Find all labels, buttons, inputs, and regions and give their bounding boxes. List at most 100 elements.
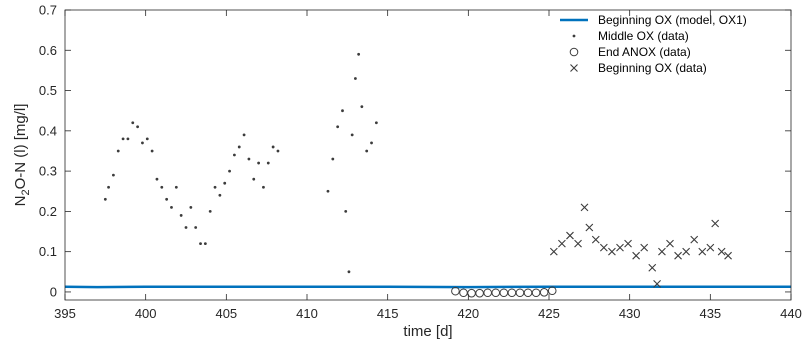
middle-ox-point — [165, 197, 169, 201]
beginning-ox-point — [632, 251, 641, 260]
middle-ox-point — [242, 133, 246, 137]
beginning-ox-point — [690, 235, 699, 244]
legend-cross-marker — [570, 64, 578, 72]
end-anox-point — [467, 288, 476, 298]
middle-ox-point — [112, 173, 115, 177]
beginning-ox-point — [724, 251, 732, 260]
y-tick-label: 0.7 — [39, 3, 57, 18]
end-anox-point — [483, 288, 492, 298]
legend: Beginning OX (model, OX1) Middle OX (data… — [560, 13, 747, 75]
middle-ox-point — [357, 52, 361, 56]
legend-dot-marker — [572, 34, 576, 38]
beginning-ox-point — [585, 223, 594, 232]
middle-ox-point — [257, 161, 260, 165]
beginning-ox-point — [549, 247, 558, 256]
beginning-ox-point — [666, 239, 674, 248]
end-anox-point — [547, 286, 557, 296]
middle-ox-point — [370, 141, 373, 145]
y-tick-label: 0.4 — [39, 123, 57, 138]
x-axis-label: time [d] — [403, 323, 452, 340]
beginning-ox-point — [566, 231, 574, 240]
end-anox-point — [459, 288, 468, 298]
beginning-ox-point — [640, 243, 649, 252]
middle-ox-point — [247, 157, 251, 161]
middle-ox-point — [228, 169, 231, 173]
middle-ox-point — [374, 121, 378, 125]
beginning-ox-point — [648, 263, 657, 272]
middle-ox-point — [233, 153, 236, 157]
x-tick-label: 435 — [699, 306, 721, 321]
middle-ox-point — [347, 270, 351, 274]
end-anox-point — [531, 288, 541, 298]
axes: 395 400 405 410 415 420 425 430 435 440 0 0.1 0.2 0.3… — [12, 3, 802, 341]
middle-ox-point — [350, 133, 354, 137]
x-tick-label: 410 — [296, 306, 318, 321]
middle-ox-point — [126, 137, 130, 141]
beginning-ox-point — [658, 247, 666, 256]
beginning-ox-point — [717, 247, 726, 256]
x-tick-label: 395 — [54, 306, 76, 321]
y-tick-label: 0.5 — [39, 83, 57, 98]
middle-ox-point — [145, 137, 149, 141]
middle-ox-point — [360, 105, 364, 109]
y-axis-label-main: N — [12, 196, 29, 207]
middle-ox-point — [170, 205, 173, 209]
y-tick-label: 0.6 — [39, 43, 57, 58]
y-tick-label: 0 — [50, 284, 57, 299]
x-tick-label: 405 — [215, 306, 237, 321]
beginning-ox-point — [624, 239, 632, 248]
y-axis-label-sub: 2 — [20, 189, 32, 195]
beginning-ox-point — [711, 219, 720, 228]
end-anox-point — [523, 288, 533, 298]
beginning-ox-point — [674, 251, 682, 260]
middle-ox-point — [141, 141, 144, 145]
plot-area — [65, 52, 791, 298]
x-tick-label: 420 — [457, 306, 479, 321]
middle-ox-point — [131, 121, 135, 125]
y-axis-label: N2O-N (l) [mg/l] — [12, 104, 32, 207]
plot-content — [65, 52, 791, 298]
middle-ox-point — [174, 185, 178, 189]
middle-ox-point — [365, 149, 369, 153]
end-anox-point — [499, 288, 509, 298]
x-tick-label: 430 — [619, 306, 641, 321]
y-tick-label: 0.2 — [39, 204, 57, 219]
middle-ox-point — [344, 209, 348, 213]
beginning-ox-point — [616, 243, 624, 252]
middle-ox-point — [336, 125, 340, 129]
middle-ox-point — [179, 214, 183, 217]
beginning-ox-point — [599, 243, 608, 252]
legend-circle-marker — [569, 47, 579, 57]
y-tick-label: 0.1 — [39, 244, 57, 259]
middle-ox-point — [150, 149, 154, 153]
middle-ox-point — [262, 185, 265, 189]
x-tick-label: 440 — [780, 306, 802, 321]
middle-ox-point — [331, 157, 335, 161]
legend-label: Beginning OX (model, OX1) — [598, 13, 747, 27]
beginning-ox-point — [574, 239, 582, 248]
middle-ox-point — [160, 185, 164, 189]
legend-label: Middle OX (data) — [598, 29, 689, 43]
middle-ox-point — [194, 226, 198, 229]
beginning-ox-point — [682, 247, 691, 256]
middle-ox-point — [116, 149, 120, 153]
beginning-ox-point — [558, 239, 566, 248]
legend-label: Beginning OX (data) — [598, 61, 707, 75]
beginning-ox-point — [580, 203, 589, 212]
beginning-ox-point — [706, 243, 715, 252]
x-tick-label: 415 — [377, 306, 399, 321]
middle-ox-point — [136, 125, 140, 129]
y-tick-label: 0.3 — [39, 164, 57, 179]
middle-ox-point — [276, 149, 280, 153]
beginning-ox-point — [608, 247, 616, 256]
end-anox-point — [507, 288, 517, 298]
middle-ox-point — [218, 193, 222, 197]
middle-ox-point — [121, 137, 125, 141]
middle-ox-point — [354, 77, 357, 80]
end-anox-point — [491, 288, 501, 298]
legend-label: End ANOX (data) — [598, 45, 691, 59]
y-axis-label-rest: O-N (l) [mg/l] — [12, 104, 29, 190]
end-anox-point — [539, 288, 549, 297]
